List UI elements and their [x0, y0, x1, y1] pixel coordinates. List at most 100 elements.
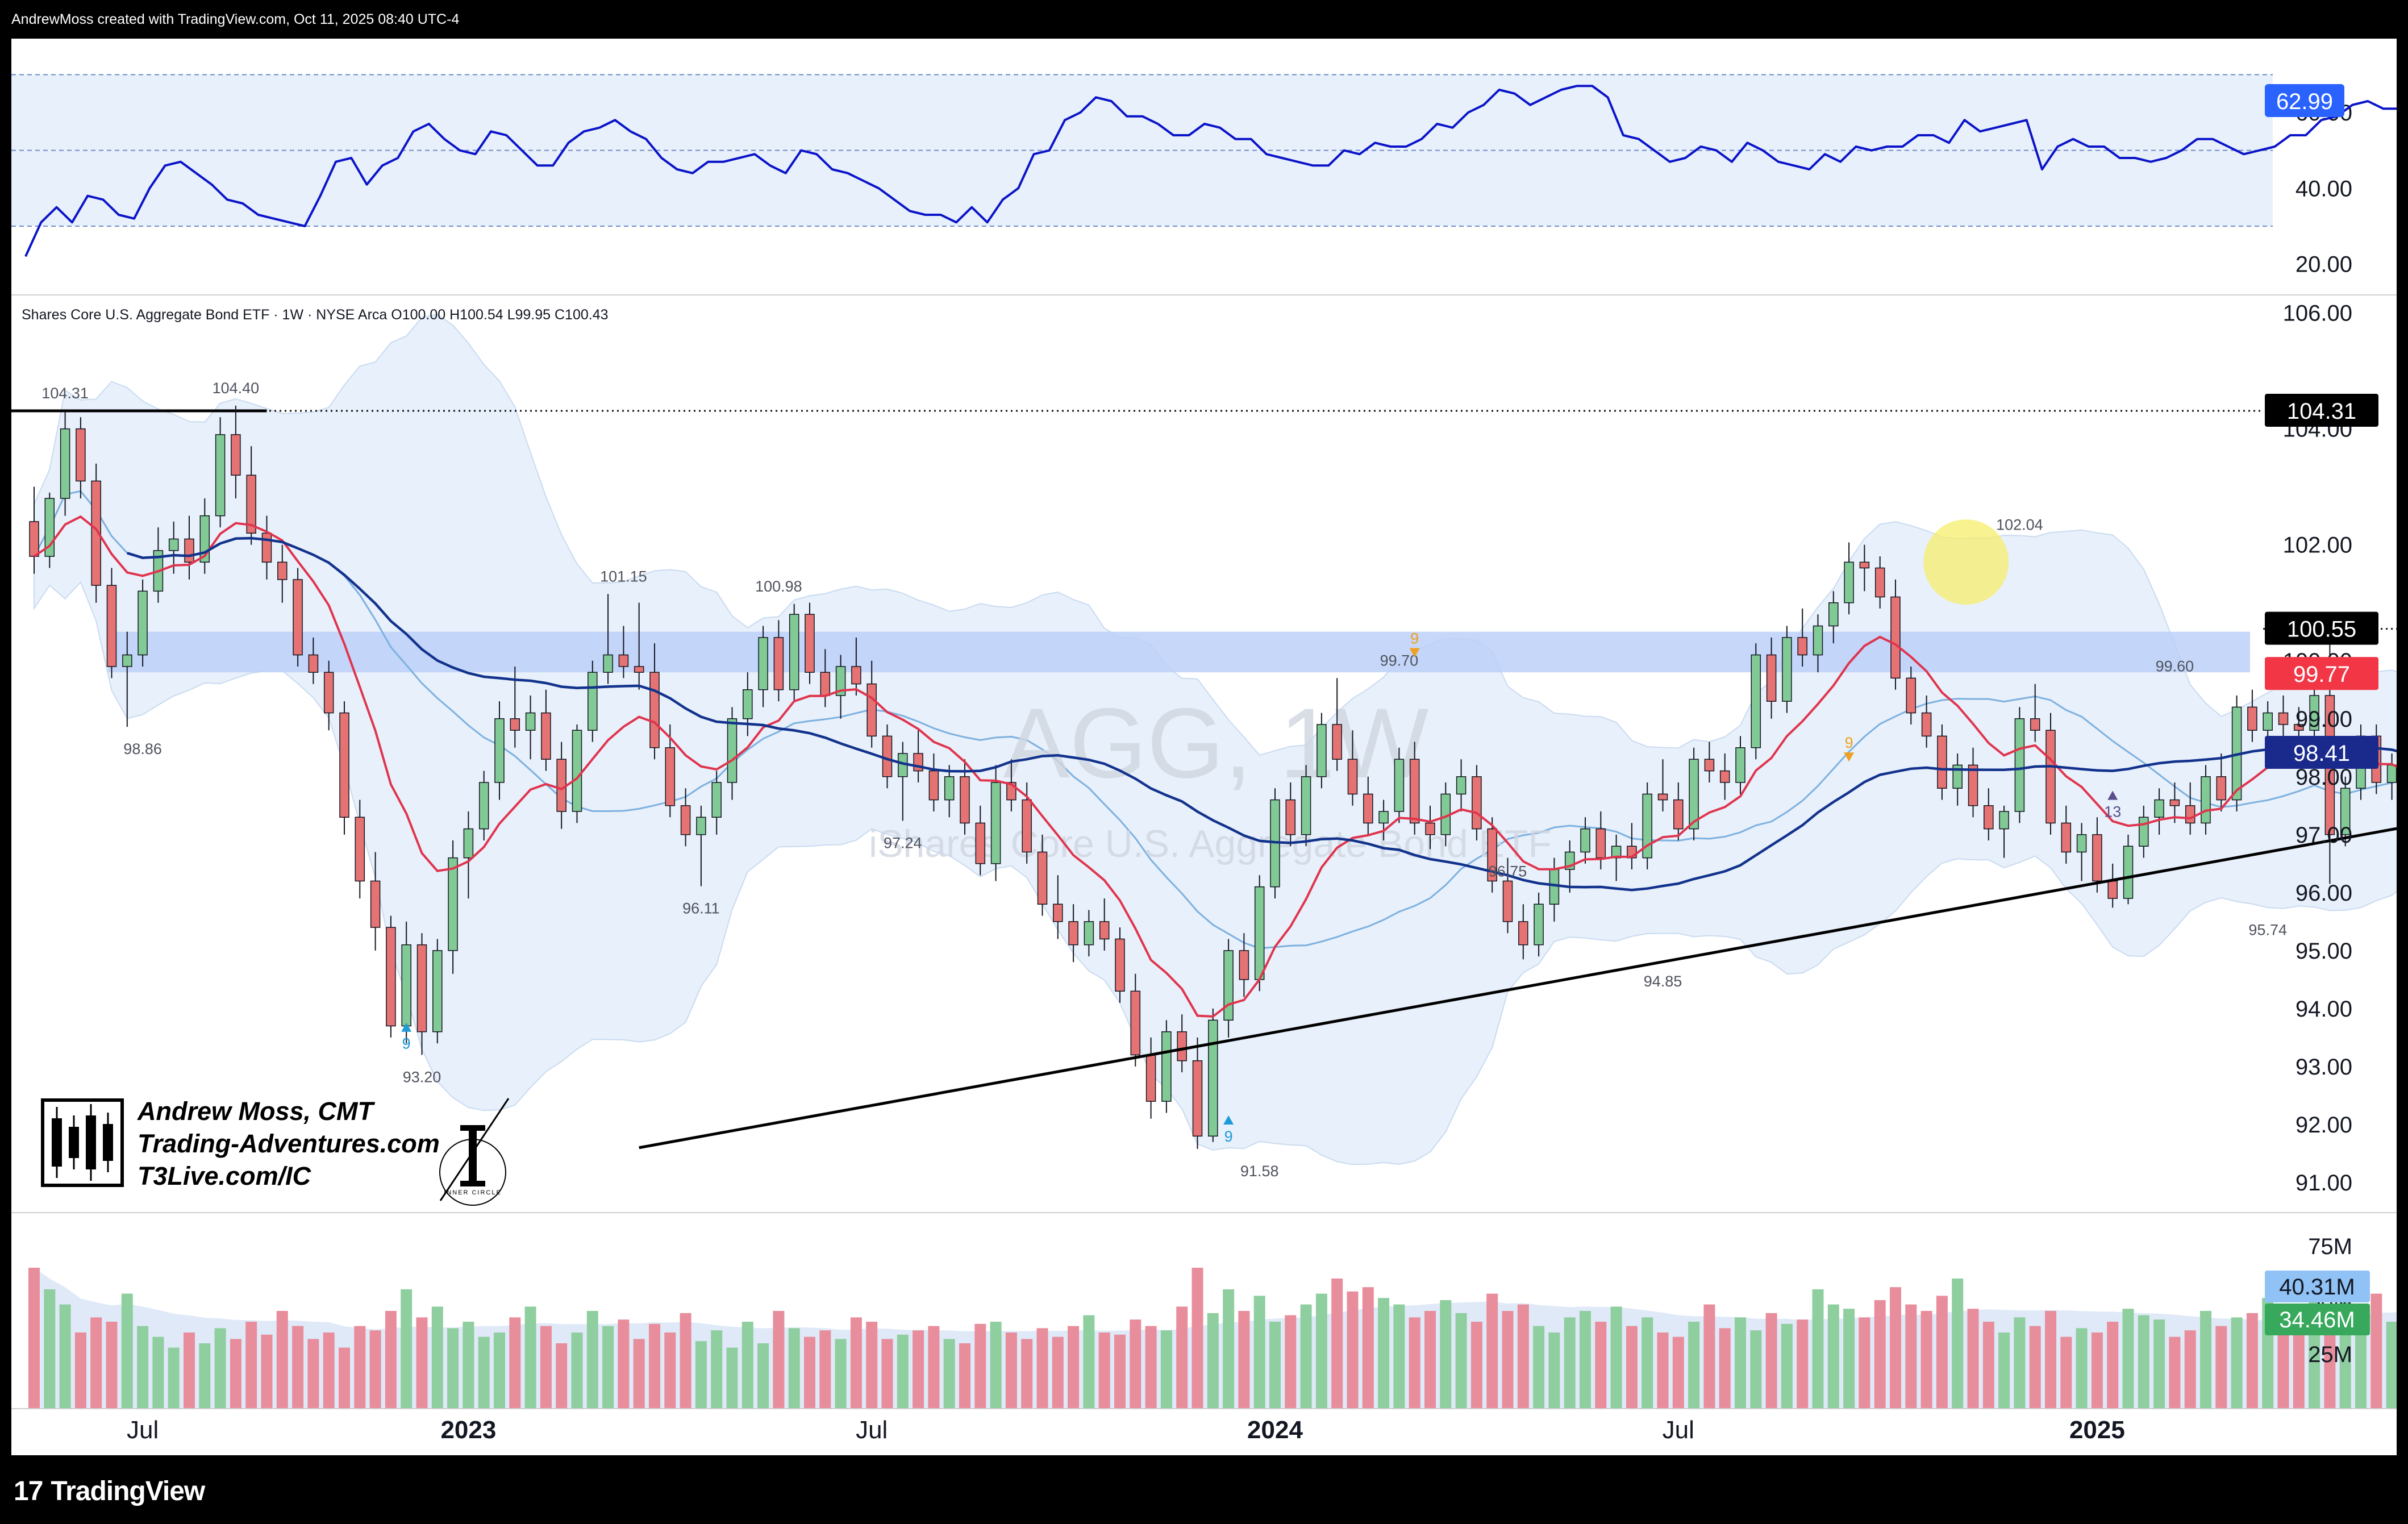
- volume-bar: [1160, 1330, 1172, 1408]
- candle-body: [1223, 950, 1234, 1021]
- volume-bar: [339, 1347, 350, 1408]
- candle: [1130, 973, 1141, 1067]
- volume-bar: [1347, 1291, 1359, 1408]
- volume-bar: [1920, 1311, 1932, 1408]
- volume-bar: [2122, 1309, 2134, 1408]
- volume-bar: [478, 1336, 490, 1408]
- candle: [1937, 724, 1947, 800]
- volume-bar: [633, 1339, 645, 1408]
- candle-body: [1254, 886, 1265, 980]
- volume-bar: [401, 1289, 413, 1408]
- candle: [1673, 782, 1684, 841]
- candle: [1161, 1020, 1172, 1113]
- bollinger-band-fill: [34, 314, 2408, 1165]
- volume-bar: [649, 1323, 660, 1408]
- volume-bar: [819, 1330, 831, 1408]
- volume-bar: [276, 1311, 288, 1408]
- candle: [494, 701, 505, 800]
- candle-body: [1130, 990, 1141, 1056]
- rsi-line: [24, 85, 2408, 257]
- candle-body: [1192, 1060, 1203, 1137]
- td-signal-marker: 9: [1844, 734, 1855, 762]
- candle-body: [1890, 596, 1901, 679]
- price-badge-label: 99.77: [2293, 662, 2350, 687]
- volume-bar: [199, 1343, 211, 1408]
- signal-arrow-down-icon: [1409, 648, 1420, 657]
- price-annotation-label: 91.58: [1240, 1163, 1279, 1180]
- candle: [1363, 776, 1373, 835]
- candle-body: [2309, 695, 2319, 731]
- candle: [835, 655, 846, 719]
- volume-bar: [44, 1289, 56, 1408]
- volume-bar: [1580, 1311, 1591, 1408]
- volume-bar: [1890, 1287, 1901, 1408]
- time-axis-label: Jul: [1663, 1416, 1694, 1444]
- candle: [1037, 834, 1048, 916]
- volume-bar: [1688, 1322, 1700, 1408]
- volume-bar: [1703, 1304, 1715, 1408]
- volume-bar: [2200, 1311, 2211, 1408]
- candle-body: [1099, 921, 1110, 940]
- candle-body: [60, 428, 70, 499]
- candle: [572, 724, 582, 823]
- volume-bar: [618, 1319, 630, 1408]
- price-badge-bg: [2265, 735, 2378, 769]
- candle-body: [1984, 805, 1994, 830]
- candle-body: [2092, 834, 2102, 882]
- candle-body: [975, 822, 986, 864]
- candle: [990, 765, 1001, 881]
- signal-arrow-down-icon: [1844, 752, 1855, 762]
- candle: [2092, 817, 2102, 893]
- volume-bar: [1362, 1287, 1374, 1408]
- volume-bar: [447, 1328, 459, 1408]
- volume-bar: [385, 1311, 397, 1408]
- candle-body: [215, 434, 226, 517]
- candle-body: [29, 521, 39, 557]
- volume-bar: [850, 1317, 862, 1408]
- candle: [1859, 544, 1870, 592]
- ascending-trendline: [639, 825, 2408, 1150]
- volume-bar: [2184, 1330, 2196, 1408]
- volume-bar: [1657, 1333, 1669, 1408]
- candle: [2216, 753, 2227, 812]
- inner-circle-i-top-icon: [460, 1125, 485, 1131]
- price-annotation-label: 94.85: [1644, 973, 1682, 990]
- price-annotation-label: 97.24: [884, 834, 922, 851]
- candle-body: [293, 579, 303, 656]
- volume-bar: [2246, 1313, 2258, 1408]
- candle: [106, 568, 117, 678]
- volume-bar: [2091, 1333, 2103, 1408]
- candle-body: [1534, 903, 1544, 946]
- candle: [1813, 614, 1823, 673]
- candle: [603, 594, 613, 684]
- candle: [2061, 805, 2072, 864]
- candle: [1115, 927, 1125, 1003]
- candle: [1084, 910, 1094, 957]
- volume-bar: [1021, 1339, 1033, 1408]
- candle-body: [416, 944, 427, 1032]
- candle: [1890, 579, 1901, 690]
- candle: [851, 637, 861, 696]
- volume-bar: [943, 1339, 955, 1408]
- volume-bar: [1672, 1336, 1684, 1408]
- volume-bar: [1331, 1279, 1343, 1408]
- volume-bar: [28, 1268, 40, 1408]
- candle-body: [2185, 805, 2195, 824]
- candle: [1472, 765, 1482, 841]
- tradingview-logo[interactable]: 17 TradingView: [14, 1476, 205, 1507]
- candle: [1657, 759, 1668, 812]
- candle-body: [727, 718, 738, 783]
- signal-count-label: 9: [402, 1035, 411, 1052]
- price-axis-tick-label: 99.00: [2295, 707, 2352, 732]
- candle-body: [106, 585, 117, 667]
- rsi-value-badge: 62.99: [2265, 84, 2344, 117]
- inner-circle-logo: INNER CIRCLE: [439, 1098, 510, 1206]
- volume-bar: [1223, 1289, 1235, 1408]
- candle: [1952, 753, 1963, 806]
- candle-body: [603, 654, 613, 673]
- candle-body: [990, 782, 1001, 864]
- volume-bar: [1269, 1322, 1281, 1408]
- volume-bar: [1238, 1311, 1250, 1408]
